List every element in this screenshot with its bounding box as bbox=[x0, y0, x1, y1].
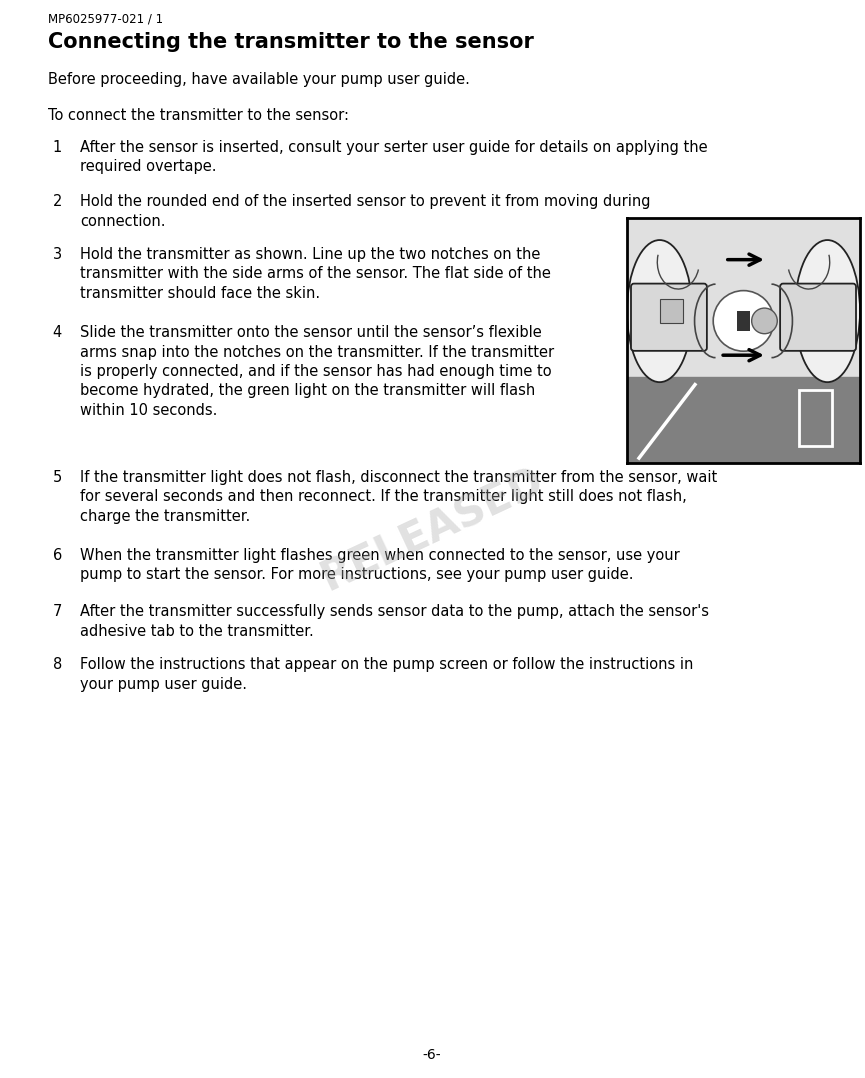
Text: RELEASED: RELEASED bbox=[314, 460, 550, 600]
Text: pump to start the sensor. For more instructions, see your pump user guide.: pump to start the sensor. For more instr… bbox=[80, 567, 633, 582]
Text: charge the transmitter.: charge the transmitter. bbox=[80, 509, 250, 524]
Text: After the transmitter successfully sends sensor data to the pump, attach the sen: After the transmitter successfully sends… bbox=[80, 604, 709, 619]
FancyBboxPatch shape bbox=[780, 284, 856, 350]
Text: Follow the instructions that appear on the pump screen or follow the instruction: Follow the instructions that appear on t… bbox=[80, 657, 694, 672]
Text: When the transmitter light flashes green when connected to the sensor, use your: When the transmitter light flashes green… bbox=[80, 548, 680, 563]
Text: Slide the transmitter onto the sensor until the sensor’s flexible: Slide the transmitter onto the sensor un… bbox=[80, 324, 541, 340]
Text: 5: 5 bbox=[53, 470, 62, 485]
Circle shape bbox=[714, 291, 774, 351]
Text: Hold the transmitter as shown. Line up the two notches on the: Hold the transmitter as shown. Line up t… bbox=[80, 247, 541, 262]
FancyBboxPatch shape bbox=[631, 284, 707, 350]
Ellipse shape bbox=[795, 240, 860, 382]
Text: required overtape.: required overtape. bbox=[80, 160, 216, 175]
Text: Connecting the transmitter to the sensor: Connecting the transmitter to the sensor bbox=[48, 32, 534, 52]
Bar bbox=[799, 389, 832, 446]
Text: your pump user guide.: your pump user guide. bbox=[80, 677, 247, 691]
Text: arms snap into the notches on the transmitter. If the transmitter: arms snap into the notches on the transm… bbox=[80, 345, 554, 359]
Text: is properly connected, and if the sensor has had enough time to: is properly connected, and if the sensor… bbox=[80, 364, 552, 379]
Text: After the sensor is inserted, consult your serter user guide for details on appl: After the sensor is inserted, consult yo… bbox=[80, 140, 708, 155]
Text: connection.: connection. bbox=[80, 213, 165, 229]
Text: 7: 7 bbox=[53, 604, 62, 619]
Text: 8: 8 bbox=[53, 657, 62, 672]
Text: 3: 3 bbox=[53, 247, 62, 262]
Text: within 10 seconds.: within 10 seconds. bbox=[80, 403, 217, 418]
Text: for several seconds and then reconnect. If the transmitter light still does not : for several seconds and then reconnect. … bbox=[80, 489, 687, 505]
Text: become hydrated, the green light on the transmitter will flash: become hydrated, the green light on the … bbox=[80, 384, 535, 399]
Bar bbox=[736, 312, 751, 331]
Bar bbox=[627, 218, 860, 377]
Ellipse shape bbox=[627, 240, 692, 382]
Text: -6-: -6- bbox=[423, 1048, 441, 1062]
Text: adhesive tab to the transmitter.: adhesive tab to the transmitter. bbox=[80, 623, 314, 638]
Bar bbox=[660, 299, 683, 323]
Bar bbox=[627, 377, 860, 462]
Text: 4: 4 bbox=[53, 324, 62, 340]
Text: Before proceeding, have available your pump user guide.: Before proceeding, have available your p… bbox=[48, 72, 470, 87]
Text: transmitter with the side arms of the sensor. The flat side of the: transmitter with the side arms of the se… bbox=[80, 266, 551, 281]
Text: To connect the transmitter to the sensor:: To connect the transmitter to the sensor… bbox=[48, 108, 349, 123]
Text: Hold the rounded end of the inserted sensor to prevent it from moving during: Hold the rounded end of the inserted sen… bbox=[80, 194, 650, 209]
Text: 6: 6 bbox=[53, 548, 62, 563]
Text: If the transmitter light does not flash, disconnect the transmitter from the sen: If the transmitter light does not flash,… bbox=[80, 470, 717, 485]
Text: MP6025977-021 / 1: MP6025977-021 / 1 bbox=[48, 12, 163, 25]
Text: transmitter should face the skin.: transmitter should face the skin. bbox=[80, 286, 320, 301]
Text: 1: 1 bbox=[53, 140, 62, 155]
Text: 2: 2 bbox=[53, 194, 62, 209]
Circle shape bbox=[752, 308, 778, 334]
